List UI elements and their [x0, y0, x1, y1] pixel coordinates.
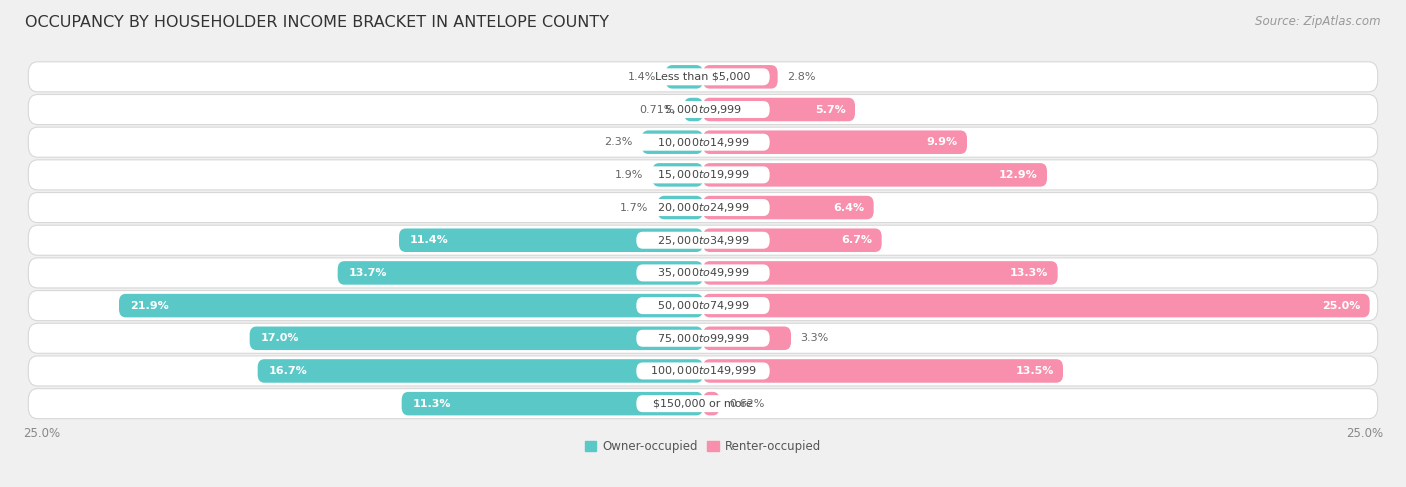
- FancyBboxPatch shape: [637, 68, 769, 85]
- FancyBboxPatch shape: [637, 167, 769, 184]
- FancyBboxPatch shape: [703, 359, 1063, 383]
- FancyBboxPatch shape: [28, 160, 1378, 190]
- Text: $20,000 to $24,999: $20,000 to $24,999: [657, 201, 749, 214]
- FancyBboxPatch shape: [399, 228, 703, 252]
- FancyBboxPatch shape: [703, 98, 855, 121]
- Text: 1.4%: 1.4%: [628, 72, 657, 82]
- FancyBboxPatch shape: [703, 326, 792, 350]
- Text: 1.9%: 1.9%: [614, 170, 643, 180]
- FancyBboxPatch shape: [637, 232, 769, 249]
- Text: $150,000 or more: $150,000 or more: [654, 399, 752, 409]
- FancyBboxPatch shape: [637, 134, 769, 150]
- Legend: Owner-occupied, Renter-occupied: Owner-occupied, Renter-occupied: [579, 435, 827, 458]
- Text: 21.9%: 21.9%: [129, 300, 169, 311]
- Text: 0.71%: 0.71%: [640, 105, 675, 114]
- Text: 6.7%: 6.7%: [841, 235, 872, 245]
- FancyBboxPatch shape: [685, 98, 703, 121]
- Text: 17.0%: 17.0%: [260, 333, 299, 343]
- Text: 13.7%: 13.7%: [349, 268, 387, 278]
- Text: 1.7%: 1.7%: [620, 203, 648, 212]
- Text: $15,000 to $19,999: $15,000 to $19,999: [657, 169, 749, 181]
- FancyBboxPatch shape: [703, 294, 1369, 318]
- Text: 25.0%: 25.0%: [1322, 300, 1361, 311]
- FancyBboxPatch shape: [28, 356, 1378, 386]
- FancyBboxPatch shape: [28, 291, 1378, 320]
- FancyBboxPatch shape: [637, 362, 769, 379]
- FancyBboxPatch shape: [28, 192, 1378, 223]
- FancyBboxPatch shape: [703, 163, 1047, 187]
- FancyBboxPatch shape: [665, 65, 703, 89]
- FancyBboxPatch shape: [28, 225, 1378, 255]
- Text: 3.3%: 3.3%: [800, 333, 828, 343]
- Text: $5,000 to $9,999: $5,000 to $9,999: [664, 103, 742, 116]
- Text: 2.3%: 2.3%: [605, 137, 633, 147]
- Text: 12.9%: 12.9%: [998, 170, 1038, 180]
- Text: Less than $5,000: Less than $5,000: [655, 72, 751, 82]
- Text: 6.4%: 6.4%: [834, 203, 865, 212]
- Text: $25,000 to $34,999: $25,000 to $34,999: [657, 234, 749, 247]
- FancyBboxPatch shape: [28, 389, 1378, 419]
- FancyBboxPatch shape: [637, 395, 769, 412]
- FancyBboxPatch shape: [637, 330, 769, 347]
- FancyBboxPatch shape: [703, 228, 882, 252]
- FancyBboxPatch shape: [703, 65, 778, 89]
- FancyBboxPatch shape: [703, 392, 720, 415]
- FancyBboxPatch shape: [652, 163, 703, 187]
- Text: 13.3%: 13.3%: [1010, 268, 1049, 278]
- FancyBboxPatch shape: [28, 62, 1378, 92]
- Text: 2.8%: 2.8%: [787, 72, 815, 82]
- FancyBboxPatch shape: [120, 294, 703, 318]
- Text: 11.4%: 11.4%: [409, 235, 449, 245]
- Text: 11.3%: 11.3%: [412, 399, 451, 409]
- FancyBboxPatch shape: [637, 264, 769, 281]
- FancyBboxPatch shape: [703, 261, 1057, 285]
- FancyBboxPatch shape: [703, 196, 873, 219]
- Text: Source: ZipAtlas.com: Source: ZipAtlas.com: [1256, 15, 1381, 28]
- FancyBboxPatch shape: [250, 326, 703, 350]
- FancyBboxPatch shape: [637, 101, 769, 118]
- FancyBboxPatch shape: [703, 131, 967, 154]
- Text: 0.62%: 0.62%: [728, 399, 765, 409]
- Text: 5.7%: 5.7%: [815, 105, 845, 114]
- FancyBboxPatch shape: [28, 258, 1378, 288]
- FancyBboxPatch shape: [658, 196, 703, 219]
- FancyBboxPatch shape: [637, 199, 769, 216]
- FancyBboxPatch shape: [641, 131, 703, 154]
- FancyBboxPatch shape: [637, 297, 769, 314]
- Text: 25.0%: 25.0%: [22, 427, 60, 440]
- Text: OCCUPANCY BY HOUSEHOLDER INCOME BRACKET IN ANTELOPE COUNTY: OCCUPANCY BY HOUSEHOLDER INCOME BRACKET …: [25, 15, 609, 30]
- Text: 16.7%: 16.7%: [269, 366, 307, 376]
- FancyBboxPatch shape: [402, 392, 703, 415]
- Text: 13.5%: 13.5%: [1015, 366, 1053, 376]
- FancyBboxPatch shape: [28, 94, 1378, 125]
- Text: $50,000 to $74,999: $50,000 to $74,999: [657, 299, 749, 312]
- FancyBboxPatch shape: [337, 261, 703, 285]
- Text: $10,000 to $14,999: $10,000 to $14,999: [657, 136, 749, 149]
- Text: $35,000 to $49,999: $35,000 to $49,999: [657, 266, 749, 280]
- FancyBboxPatch shape: [28, 127, 1378, 157]
- Text: 9.9%: 9.9%: [927, 137, 957, 147]
- Text: $75,000 to $99,999: $75,000 to $99,999: [657, 332, 749, 345]
- Text: 25.0%: 25.0%: [1346, 427, 1384, 440]
- FancyBboxPatch shape: [28, 323, 1378, 353]
- FancyBboxPatch shape: [257, 359, 703, 383]
- Text: $100,000 to $149,999: $100,000 to $149,999: [650, 364, 756, 377]
